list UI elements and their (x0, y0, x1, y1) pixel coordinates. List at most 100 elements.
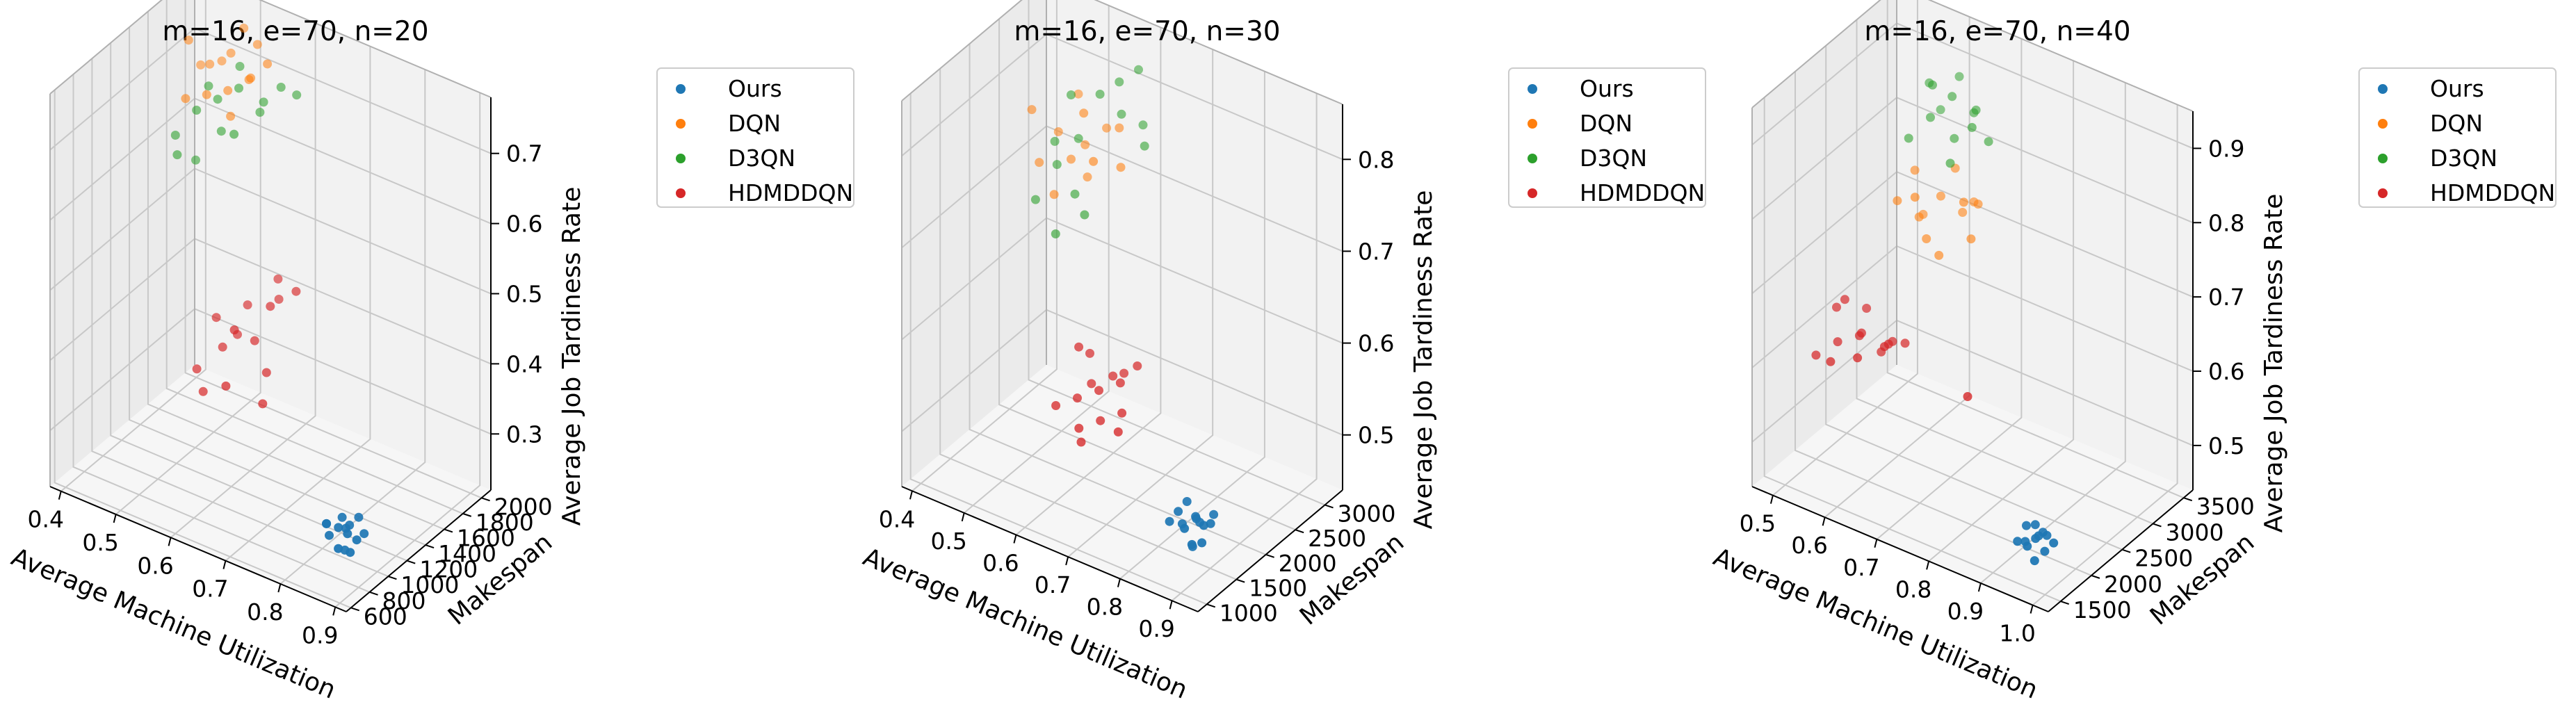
scatter-point-d3qn (1967, 122, 1977, 132)
y-gridline (909, 93, 1208, 605)
scatter-point-d3qn (191, 155, 200, 165)
z-tick-label: 0.6 (506, 211, 542, 238)
z-tick-label: 0.5 (506, 281, 542, 308)
scatter-point-dqn (202, 90, 211, 99)
scatter-point-d3qn (1954, 72, 1964, 81)
scatter-point-d3qn (204, 81, 213, 91)
x-tick-mark (332, 607, 337, 616)
pane-top-edge (901, 0, 1343, 105)
scatter-point-d3qn (255, 108, 265, 117)
scatter-point-hdmddqn (1074, 342, 1084, 352)
legend-label-hdmddqn: HDMDDQN (1580, 179, 1705, 206)
x-tick-mark (1874, 539, 1878, 548)
y-tick-mark (425, 544, 435, 548)
y-gridline (147, 11, 445, 530)
scatter-point-hdmddqn (1900, 339, 1910, 348)
scatter-point-d3qn (1074, 133, 1083, 143)
x-axis-line (1751, 486, 2049, 612)
subplot-title: m=16, e=70, n=20 (162, 16, 428, 47)
scatter-point-ours (325, 530, 334, 540)
x-tick-label: 1.0 (1999, 620, 2035, 647)
legend: Ours DQN D3QN HDMDDQN (2358, 67, 2557, 208)
scatter-point-ours (1188, 541, 1197, 551)
scatter-point-d3qn (1947, 92, 1957, 101)
scatter-point-d3qn (1925, 78, 1934, 88)
y-tick-mark (1325, 504, 1334, 509)
x-gridline (912, 0, 1058, 492)
legend-label-dqn: DQN (728, 110, 781, 137)
scatter-points (1027, 65, 1219, 551)
scatter-point-d3qn (1095, 90, 1105, 99)
scatter-point-dqn (205, 59, 215, 69)
scatter-point-d3qn (1950, 133, 1959, 143)
legend-label-dqn: DQN (2430, 110, 2483, 137)
x-gridline (115, 0, 261, 515)
pane-top-edge (49, 0, 492, 98)
legend-marker-hdmddqn (1528, 188, 1537, 198)
scatter-point-hdmddqn (1108, 371, 1118, 381)
scatter-point-d3qn (1945, 158, 1955, 168)
y-gridline (91, 58, 389, 578)
scatter-point-d3qn (1051, 229, 1060, 238)
scatter-point-d3qn (276, 83, 286, 92)
y-tick-mark (2153, 523, 2162, 528)
x-tick-mark (909, 491, 913, 500)
x-gridline (1119, 71, 1265, 580)
scatter-point-dqn (1936, 191, 1945, 201)
scatter-point-d3qn (1070, 189, 1080, 199)
y-gridline (1763, 97, 2061, 603)
scatter-point-d3qn (1138, 120, 1148, 130)
y-tick-label: 2500 (2134, 545, 2193, 572)
x-tick-mark (58, 491, 62, 500)
scatter-point-d3qn (213, 95, 222, 104)
pane-top-edge (1751, 0, 2194, 112)
scatter-point-ours (2030, 556, 2039, 566)
y-gridline (54, 90, 352, 609)
legend-frame (2358, 67, 2557, 208)
subplot-title: m=16, e=70, n=40 (1864, 16, 2130, 47)
x-tick-mark (961, 512, 965, 522)
scatter-point-ours (1182, 497, 1192, 506)
back-pane (1897, 0, 2193, 490)
y-axis-line (2048, 489, 2194, 612)
x-tick-label: 0.6 (1791, 532, 1827, 559)
scatter-point-dqn (1080, 140, 1090, 149)
y-gridline (969, 43, 1266, 555)
scatter-point-ours (1174, 507, 1183, 516)
scatter-point-hdmddqn (274, 295, 284, 304)
y-gridline (1028, 0, 1325, 506)
scatter-point-ours (352, 535, 362, 545)
scatter-point-dqn (1116, 163, 1126, 172)
scatter-point-hdmddqn (211, 313, 221, 323)
scatter-point-d3qn (1067, 90, 1076, 99)
legend-marker-d3qn (1528, 154, 1537, 163)
scatter-point-d3qn (192, 106, 202, 115)
y-gridline (129, 27, 426, 546)
scatter-point-d3qn (170, 131, 180, 140)
y-gridline (72, 74, 370, 593)
scatter-point-hdmddqn (233, 329, 242, 339)
y-tick-label: 1400 (438, 540, 496, 567)
y-tick-label: 2000 (494, 493, 553, 520)
legend-marker-hdmddqn (676, 188, 686, 198)
x-tick-mark (2030, 605, 2034, 614)
scatter-point-hdmddqn (218, 342, 227, 352)
scatter-point-d3qn (216, 127, 226, 136)
z-tick-label: 0.6 (1358, 330, 1394, 357)
scatter-point-hdmddqn (221, 381, 231, 391)
scatter-point-hdmddqn (192, 364, 202, 374)
scatter-point-dqn (1067, 154, 1076, 164)
legend-label-hdmddqn: HDMDDQN (728, 179, 853, 206)
scatter-point-hdmddqn (1073, 393, 1082, 403)
scatter-point-hdmddqn (1963, 392, 1972, 401)
x-tick-label: 0.6 (982, 549, 1019, 576)
scatter-point-dqn (1958, 208, 1968, 217)
x-tick-label: 0.7 (1843, 554, 1879, 581)
x-tick-mark (1117, 578, 1121, 587)
scatter-point-hdmddqn (1840, 295, 1849, 304)
x-tick-mark (1822, 516, 1826, 526)
scatter-point-hdmddqn (1051, 401, 1061, 410)
scatter-point-ours (1192, 514, 1201, 523)
scatter-point-dqn (1115, 123, 1124, 133)
